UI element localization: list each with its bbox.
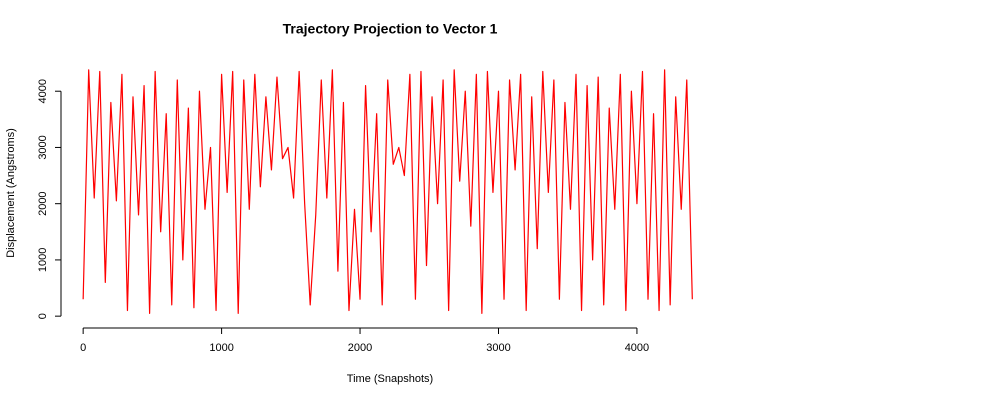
y-tick-label: 2000 bbox=[37, 191, 49, 215]
x-tick-label: 1000 bbox=[209, 342, 233, 354]
y-tick-label: 1000 bbox=[37, 248, 49, 272]
x-tick-label: 4000 bbox=[625, 342, 649, 354]
x-tick-label: 0 bbox=[80, 342, 86, 354]
y-tick-label: 0 bbox=[37, 313, 49, 319]
y-tick-label: 4000 bbox=[37, 79, 49, 103]
chart-title: Trajectory Projection to Vector 1 bbox=[283, 21, 498, 37]
data-line bbox=[82, 69, 693, 314]
y-tick-label: 3000 bbox=[37, 135, 49, 159]
y-axis-label: Displacement (Angstroms) bbox=[5, 128, 17, 258]
x-tick-label: 2000 bbox=[348, 342, 372, 354]
x-tick-label: 3000 bbox=[486, 342, 510, 354]
x-axis-label: Time (Snapshots) bbox=[347, 373, 433, 385]
